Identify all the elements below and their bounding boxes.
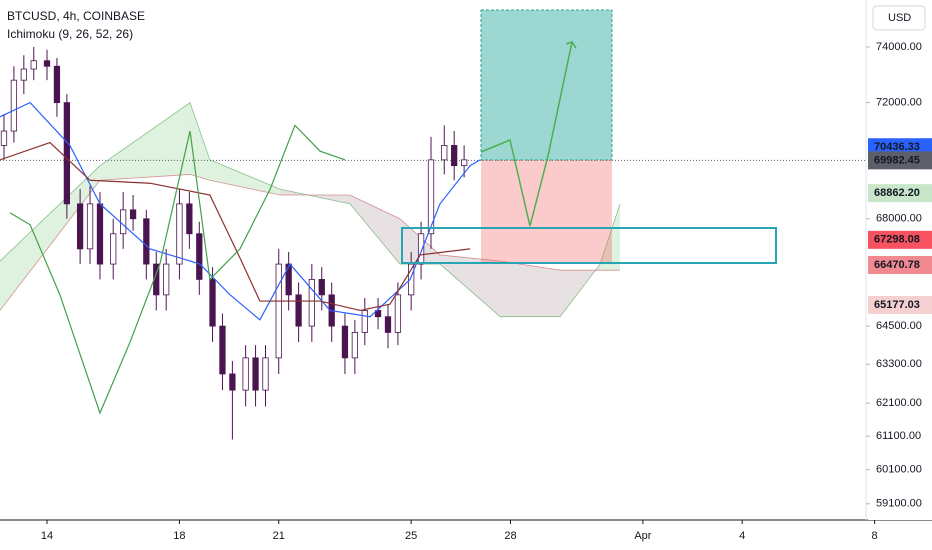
candle-body [143,218,150,265]
candle-body [20,68,27,81]
y-tick-label: 61100.00 [876,430,921,442]
price-badge-label: 67298.08 [874,234,920,246]
price-badge [868,255,932,274]
x-tick-label: 28 [504,530,516,542]
price-badge-label: 70436.33 [874,141,920,153]
candle-body [163,263,170,296]
candle-body [176,203,183,265]
cloud-segment [439,254,501,317]
x-tick-label: 4 [739,530,745,542]
candle-body [384,316,392,333]
candle-body [63,102,71,205]
price-badge [868,151,932,170]
candle-body [451,145,458,167]
candle-body [242,357,249,391]
cloud-segment [600,203,621,271]
target-zone [480,9,613,161]
price-badge-label: 66470.78 [874,259,920,271]
candle-body [275,263,282,359]
candle-body [318,279,325,296]
candle-body [460,159,468,167]
candle-body [308,279,315,327]
candle-body [229,373,236,391]
y-tick-label: 60100.00 [876,464,922,476]
currency-button[interactable] [872,5,926,31]
candle-body [129,209,137,220]
candle-body [417,233,425,265]
candle-body [53,65,61,104]
cloud-segment [99,102,191,181]
candle-body [76,203,84,250]
chart-title: BTCUSD, 4h, COINBASE [7,9,145,23]
price-badge-label: 69982.45 [874,154,920,166]
candle-body [196,233,203,280]
x-tick-label: 8 [872,530,878,542]
price-badge [868,184,932,203]
candle-body [209,279,216,327]
stop-zone [481,160,612,264]
candle-body [252,357,259,391]
candle-body [394,294,402,333]
projection-arrowhead [565,41,577,49]
candle-body [295,294,302,327]
candle-body [441,145,448,161]
price-badge [868,295,932,314]
y-tick-label: 64500.00 [876,320,922,332]
indicator-line [0,101,481,321]
y-tick-label: 63300.00 [876,358,922,370]
candle-body [285,263,292,296]
candle-body [351,332,359,359]
price-badge-label: 65177.03 [874,299,920,311]
candle-body [0,130,8,146]
highlight-box [401,227,777,264]
price-badge-label: 68862.20 [874,187,920,199]
y-tick-label: 68000.00 [876,213,922,225]
x-tick-label: 18 [173,530,185,542]
candle-body [30,60,37,70]
candle-body [361,310,368,333]
indicator-label: Ichimoku (9, 26, 52, 26) [7,27,133,41]
x-tick-label: 14 [41,530,53,542]
y-tick-label: 74000.00 [876,41,922,53]
candle-body [374,310,382,318]
candle-body [96,203,104,265]
cloud-segment [209,159,281,195]
projection-path [480,41,573,227]
candle-body [408,263,415,296]
plot-area [0,46,866,440]
candle-body [10,79,18,132]
candle-body [186,203,193,235]
candle-body [86,203,94,250]
candle-body [120,209,127,235]
cloud-line [0,174,621,311]
indicator-line [0,141,471,312]
candle-body [43,60,51,67]
indicator-line [9,124,346,415]
candle-body [219,325,226,375]
y-tick-label: 62100.00 [876,397,922,409]
cloud-segment [349,194,400,265]
cloud-segment [0,165,100,311]
candle-body [427,159,435,235]
x-tick-label: 25 [405,530,417,542]
cloud-line [0,101,621,318]
price-badge [868,230,932,249]
x-tick-label: 21 [273,530,285,542]
candle-body [262,357,269,391]
cloud-segment [500,261,561,317]
y-tick-label: 72000.00 [876,97,922,109]
y-tick-label: 59100.00 [876,498,922,510]
currency-label[interactable]: USD [888,12,911,24]
candle-body [110,233,117,265]
x-tick-label: Apr [634,530,651,542]
candle-body [341,325,349,359]
